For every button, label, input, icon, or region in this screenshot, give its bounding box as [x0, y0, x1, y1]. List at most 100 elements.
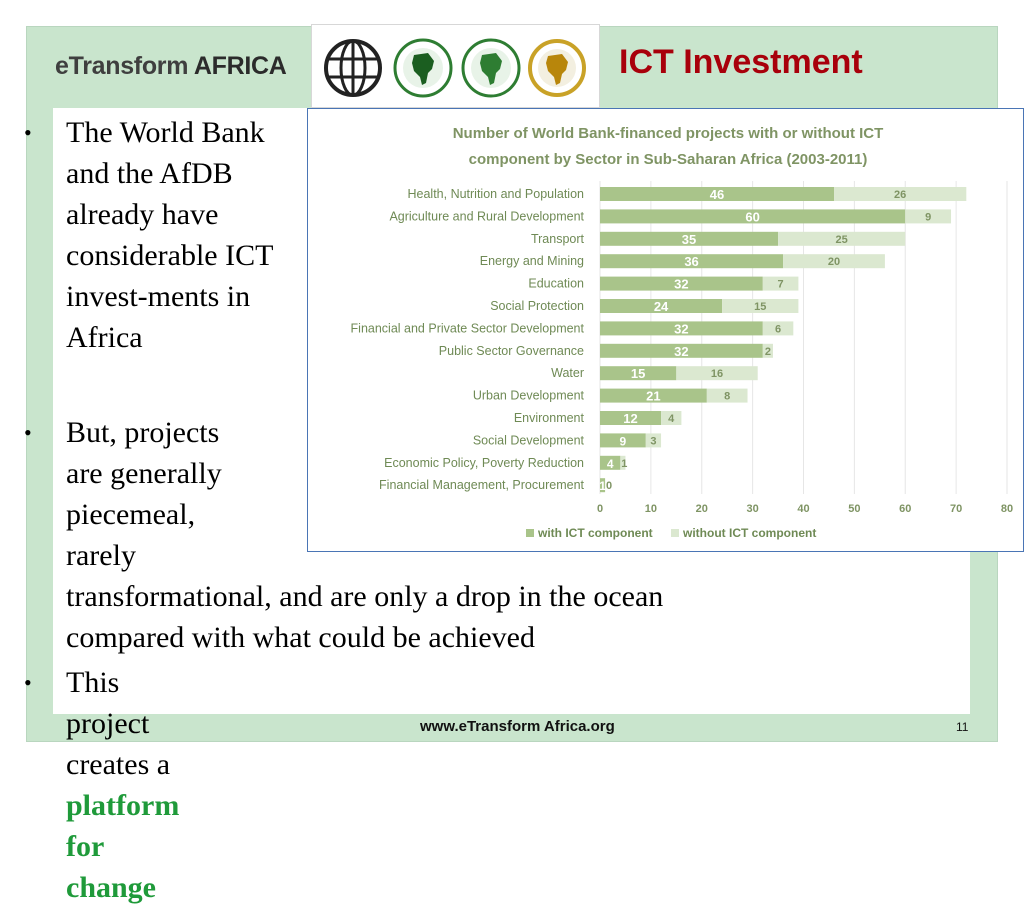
category-label: Health, Nutrition and Population: [407, 187, 584, 201]
bar-with-ict: [600, 455, 621, 470]
data-label-with-ict: 35: [682, 232, 696, 247]
x-tick-label: 0: [597, 503, 603, 515]
data-label-without-ict: 4: [668, 413, 675, 425]
bar-with-ict: [600, 366, 677, 381]
bullet-line: transformational, and are only a drop in…: [66, 580, 664, 613]
data-label-without-ict: 3: [650, 435, 656, 447]
bar-without-ict: [645, 433, 662, 448]
data-label-without-ict: 0: [606, 480, 612, 492]
bar-with-ict: [600, 343, 763, 358]
category-label: Transport: [531, 232, 585, 246]
data-label-with-ict: 1: [599, 479, 606, 493]
x-tick-label: 50: [848, 503, 860, 515]
highlight-text: platform for change: [66, 789, 180, 904]
category-label: Water: [551, 366, 584, 380]
data-label-with-ict: 4: [607, 457, 614, 471]
afdb-africa-logo-icon: [393, 38, 453, 98]
chart-title-line-1: Number of World Bank-financed projects w…: [453, 125, 884, 142]
data-label-without-ict: 8: [724, 391, 730, 403]
bar-without-ict: [620, 455, 626, 470]
bar-without-ict: [834, 187, 967, 201]
chart-panel: Number of World Bank-financed projects w…: [307, 108, 1024, 552]
x-tick-label: 30: [747, 503, 759, 515]
x-tick-label: 40: [797, 503, 809, 515]
sector-projects-chart: Number of World Bank-financed projects w…: [351, 125, 1014, 540]
bullet-text: But, projects are generally piecemeal, r…: [66, 412, 826, 658]
legend-swatch-without-ict: [671, 529, 679, 537]
data-label-with-ict: 9: [620, 434, 627, 448]
data-label-with-ict: 32: [674, 321, 688, 336]
data-label-with-ict: 21: [646, 389, 660, 404]
data-label-with-ict: 36: [684, 254, 698, 269]
bar-with-ict: [600, 187, 835, 201]
category-label: Financial Management, Procurement: [379, 478, 584, 492]
bar-with-ict: [600, 299, 723, 313]
bar-without-ict: [905, 209, 952, 224]
category-label: Agriculture and Rural Development: [389, 209, 584, 223]
bar-with-ict: [600, 321, 763, 336]
category-label: Social Protection: [490, 299, 584, 313]
slide-title: ICT Investment: [619, 43, 863, 81]
x-tick-label: 60: [899, 503, 911, 515]
category-label: Public Sector Governance: [439, 344, 584, 358]
x-tick-label: 70: [950, 503, 962, 515]
data-label-with-ict: 24: [654, 299, 669, 314]
bar-without-ict: [722, 299, 799, 313]
globe-logo-icon: [324, 39, 382, 97]
bar-without-ict: [783, 254, 885, 269]
bar-with-ict: [600, 433, 646, 448]
data-label-without-ict: 2: [765, 346, 771, 358]
data-label-with-ict: 46: [710, 187, 724, 202]
data-label-with-ict: 60: [745, 209, 759, 224]
bullet-text: The World Bank and the AfDB already have…: [66, 116, 273, 354]
legend-label-without-ict: without ICT component: [682, 526, 816, 540]
page-number: 11: [956, 720, 969, 734]
data-label-without-ict: 15: [754, 301, 766, 313]
bar-without-ict: [778, 231, 906, 246]
bullet-text: This project creates a platform for chan…: [66, 666, 180, 904]
african-union-logo-icon: [528, 39, 586, 97]
bullet-line: compared with what could be achieved: [66, 621, 535, 654]
legend-swatch-with-ict: [526, 529, 534, 537]
bullet-line: piecemeal,: [66, 498, 196, 531]
data-label-without-ict: 6: [775, 323, 781, 335]
african-development-fund-logo-icon: [461, 38, 521, 98]
category-label: Financial and Private Sector Development: [351, 321, 585, 335]
category-label: Economic Policy, Poverty Reduction: [384, 456, 584, 470]
footer-url: www.eTransform Africa.org: [420, 718, 615, 735]
data-label-with-ict: 32: [674, 344, 688, 359]
bar-with-ict: [600, 478, 606, 493]
data-label-without-ict: 26: [894, 189, 906, 201]
legend-label-with-ict: with ICT component: [537, 526, 653, 540]
bullet-dot: •: [24, 670, 32, 695]
bar-without-ict: [676, 366, 758, 381]
bar-with-ict: [600, 254, 784, 269]
partner-logos: [311, 24, 600, 108]
bar-without-ict: [762, 276, 799, 291]
bullet-line: rarely: [66, 539, 136, 572]
bar-with-ict: [600, 231, 779, 246]
bar-with-ict: [600, 411, 662, 425]
bullet-line: are generally: [66, 457, 222, 490]
bar-without-ict: [661, 411, 682, 425]
bar-without-ict: [706, 388, 748, 403]
bar-with-ict: [600, 388, 707, 403]
data-label-without-ict: 16: [711, 368, 723, 380]
bullet-dot: •: [24, 420, 32, 445]
data-label-without-ict: 1: [621, 458, 627, 470]
chart-title-line-2: component by Sector in Sub-Saharan Afric…: [469, 151, 868, 168]
data-label-without-ict: 9: [925, 211, 931, 223]
x-tick-label: 10: [645, 503, 657, 515]
x-tick-label: 20: [696, 503, 708, 515]
bullet-line: But, projects: [66, 416, 220, 449]
bullet-dot: •: [24, 120, 32, 145]
category-label: Environment: [514, 411, 585, 425]
category-label: Education: [528, 277, 584, 291]
data-label-with-ict: 12: [623, 411, 637, 426]
data-label-without-ict: 20: [828, 256, 840, 268]
category-label: Urban Development: [473, 389, 585, 403]
bar-without-ict: [762, 321, 794, 336]
data-label-without-ict: 25: [836, 234, 848, 246]
category-label: Energy and Mining: [480, 254, 584, 268]
data-label-with-ict: 15: [631, 366, 645, 381]
